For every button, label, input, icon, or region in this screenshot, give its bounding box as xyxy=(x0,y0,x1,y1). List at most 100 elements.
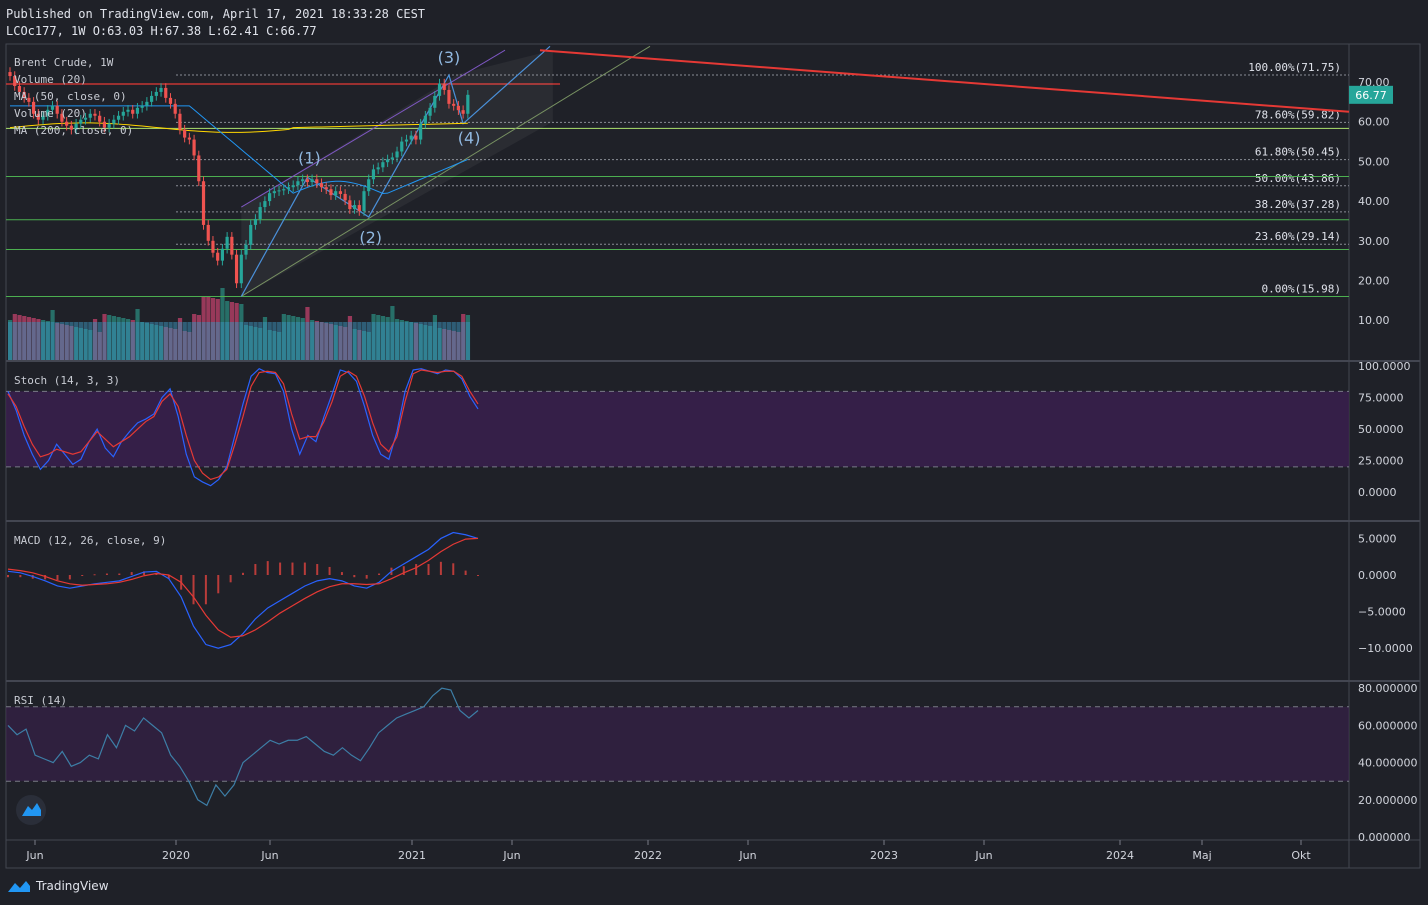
candle-body xyxy=(197,155,201,182)
candle-body xyxy=(409,135,413,140)
macd-histogram-bar xyxy=(81,575,84,576)
volume-ma-bar xyxy=(111,322,117,360)
volume-ma-bar xyxy=(385,322,390,360)
macd-histogram-bar xyxy=(68,575,71,580)
wave-label: (2) xyxy=(359,228,382,247)
volume-ma-bar xyxy=(149,322,154,360)
volume-ma-bar xyxy=(135,322,140,360)
candle-body xyxy=(187,137,191,140)
volume-ma-bar xyxy=(121,322,126,360)
candle-body xyxy=(216,252,220,261)
volume-ma-bar xyxy=(140,322,145,360)
price-axis-label: 70.00 xyxy=(1358,76,1390,89)
macd-histogram-bar xyxy=(477,575,479,576)
macd-histogram-bar xyxy=(340,572,343,575)
volume-ma-bar xyxy=(352,322,357,360)
candle-body xyxy=(83,117,88,120)
rsi-axis-label: 40.000000 xyxy=(1358,757,1418,770)
main-legend-item: Volume (20) xyxy=(14,107,87,120)
candle-body xyxy=(8,72,12,77)
volume-ma-bar xyxy=(295,322,301,360)
time-axis-label: Jun xyxy=(502,849,520,862)
volume-ma-bar xyxy=(319,322,324,360)
price-axis-label: 60.00 xyxy=(1358,116,1390,129)
candle-body xyxy=(164,87,168,98)
volume-ma-bar xyxy=(324,322,329,360)
volume-ma-bar xyxy=(380,322,386,360)
volume-ma-bar xyxy=(371,322,376,360)
tradingview-brand-label: TradingView xyxy=(36,879,109,893)
volume-ma-bar xyxy=(395,322,400,360)
volume-ma-bar xyxy=(163,322,168,360)
volume-ma-bar xyxy=(154,322,159,360)
volume-ma-bar xyxy=(432,322,437,360)
candle-body xyxy=(371,169,376,180)
volume-ma-bar xyxy=(362,322,367,360)
price-axis-label: 50.00 xyxy=(1358,155,1390,168)
candle-body xyxy=(442,83,446,90)
volume-ma-bar xyxy=(399,322,404,360)
volume-ma-bar xyxy=(225,322,230,360)
macd-histogram-bar xyxy=(365,575,368,579)
tradingview-footer[interactable]: TradingView xyxy=(6,878,109,894)
candle-body xyxy=(140,105,144,108)
stoch-k-line xyxy=(7,368,479,487)
volume-ma-bar xyxy=(461,322,466,360)
stoch-axis-label: 75.0000 xyxy=(1358,392,1404,405)
tradingview-logo-icon xyxy=(8,881,30,892)
macd-histogram-bar xyxy=(19,575,22,578)
macd-histogram-bar xyxy=(402,566,405,575)
fib-level-label: 23.60%(29.14) xyxy=(1255,230,1341,243)
candle-body xyxy=(131,109,135,114)
volume-ma-bar xyxy=(69,322,74,360)
volume-ma-bar xyxy=(451,322,456,360)
candle-body xyxy=(154,91,158,96)
volume-ma-bar xyxy=(253,322,258,360)
volume-ma-bar xyxy=(244,322,249,360)
candle-body xyxy=(466,94,470,114)
volume-ma-bar xyxy=(206,322,211,360)
macd-histogram-bar xyxy=(439,561,442,575)
time-axis-label: 2022 xyxy=(634,849,662,862)
volume-ma-bar xyxy=(26,322,32,360)
published-caption: Published on TradingView.com, April 17, … xyxy=(6,7,426,21)
volume-ma-bar xyxy=(376,322,381,360)
macd-axis-label: −10.0000 xyxy=(1358,642,1413,655)
candle-body xyxy=(249,224,253,245)
candle-body xyxy=(93,113,97,116)
candle-body xyxy=(178,113,182,130)
candle-body xyxy=(32,101,36,114)
volume-ma-bar xyxy=(130,322,135,360)
candle-body xyxy=(230,236,234,255)
volume-ma-bar xyxy=(357,322,362,360)
volume-ma-bar xyxy=(177,322,183,360)
candle-body xyxy=(253,218,258,225)
long-term-resistance-line xyxy=(539,49,1350,113)
time-axis-label: Jun xyxy=(738,849,756,862)
volume-ma-bar xyxy=(116,322,121,360)
candle-body xyxy=(135,107,140,114)
ma50-line xyxy=(10,105,469,194)
volume-ma-bar xyxy=(423,322,428,360)
volume-ma-bar xyxy=(291,322,296,360)
time-axis-label: Maj xyxy=(1192,849,1211,862)
volume-ma-bar xyxy=(36,322,41,360)
candle-body xyxy=(423,115,427,124)
price-axis-label: 20.00 xyxy=(1358,275,1390,288)
candle-body xyxy=(428,107,432,116)
stoch-axis-label: 100.0000 xyxy=(1358,360,1411,373)
volume-ma-bar xyxy=(187,322,192,360)
volume-ma-bar xyxy=(97,322,102,360)
volume-ma-bar xyxy=(390,322,395,360)
macd-histogram-bar xyxy=(167,575,170,579)
candle-body xyxy=(88,113,92,118)
volume-ma-bar xyxy=(74,322,79,360)
macd-histogram-bar xyxy=(254,564,257,575)
volume-ma-bar xyxy=(333,322,338,360)
candle-body xyxy=(145,101,149,106)
candle-body xyxy=(362,191,366,212)
macd-histogram-bar xyxy=(452,563,455,575)
candle-body xyxy=(343,193,347,201)
price-axis-label: 40.00 xyxy=(1358,195,1390,208)
